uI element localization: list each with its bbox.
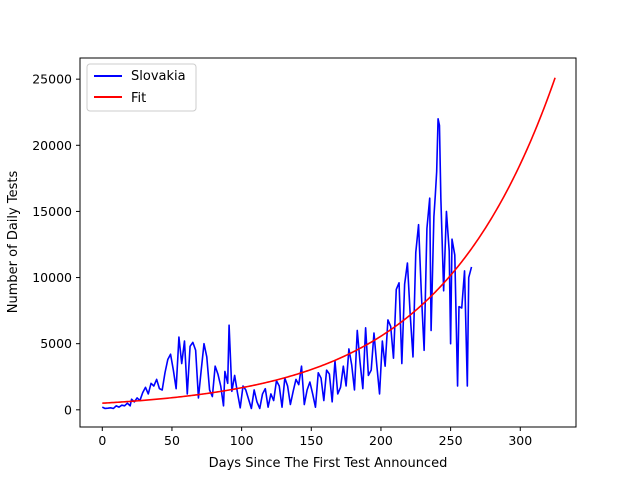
legend: Slovakia Fit — [86, 63, 197, 112]
y-tick-label: 10000 — [32, 270, 72, 285]
y-tick-label: 15000 — [32, 204, 72, 219]
x-tick-label: 200 — [369, 433, 393, 448]
y-axis-label: Number of Daily Tests — [6, 171, 21, 314]
y-axis-ticks: 0 5000 10000 15000 20000 25000 — [32, 72, 80, 417]
x-tick-label: 250 — [439, 433, 463, 448]
plot-lines — [101, 77, 556, 410]
x-tick-label: 0 — [98, 433, 106, 448]
x-tick-label: 150 — [299, 433, 323, 448]
y-tick-label: 25000 — [32, 72, 72, 87]
y-tick-label: 5000 — [40, 336, 72, 351]
plot-frame — [79, 57, 577, 428]
x-axis-label: Days Since The First Test Announced — [209, 456, 448, 471]
x-tick-label: 100 — [230, 433, 254, 448]
x-tick-label: 300 — [508, 433, 532, 448]
y-tick-label: 0 — [64, 402, 72, 417]
series-line-slovakia — [101, 118, 473, 410]
legend-label-fit: Fit — [131, 91, 146, 106]
x-tick-label: 50 — [164, 433, 180, 448]
series-line-fit — [102, 77, 556, 404]
legend-label-slovakia: Slovakia — [131, 69, 186, 84]
x-axis-ticks: 0 50 100 150 200 250 300 — [98, 427, 532, 448]
y-tick-label: 20000 — [32, 138, 72, 153]
